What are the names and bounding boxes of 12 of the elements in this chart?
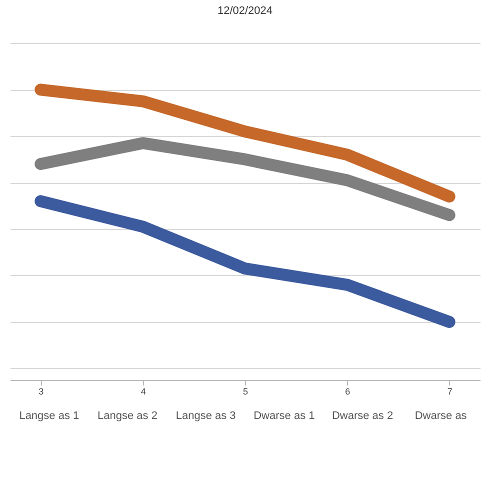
text: Dwarse as (414, 410, 468, 422)
text: Dwarse as 2 (332, 410, 394, 422)
x-tick-label: 4 (140, 386, 146, 396)
text: Langse as 1 (19, 410, 80, 422)
x-tick-label: 3 (38, 386, 44, 396)
text: Langse as 3 (176, 410, 236, 422)
text: Dwarse as 1 (254, 410, 315, 422)
x-tick-label: 7 (447, 386, 452, 396)
x-tick-label: 6 (345, 386, 350, 396)
x-tick-label: 5 (242, 386, 248, 396)
chart-title: 12/02/2024 (217, 5, 273, 17)
text: Langse as 2 (98, 410, 158, 422)
